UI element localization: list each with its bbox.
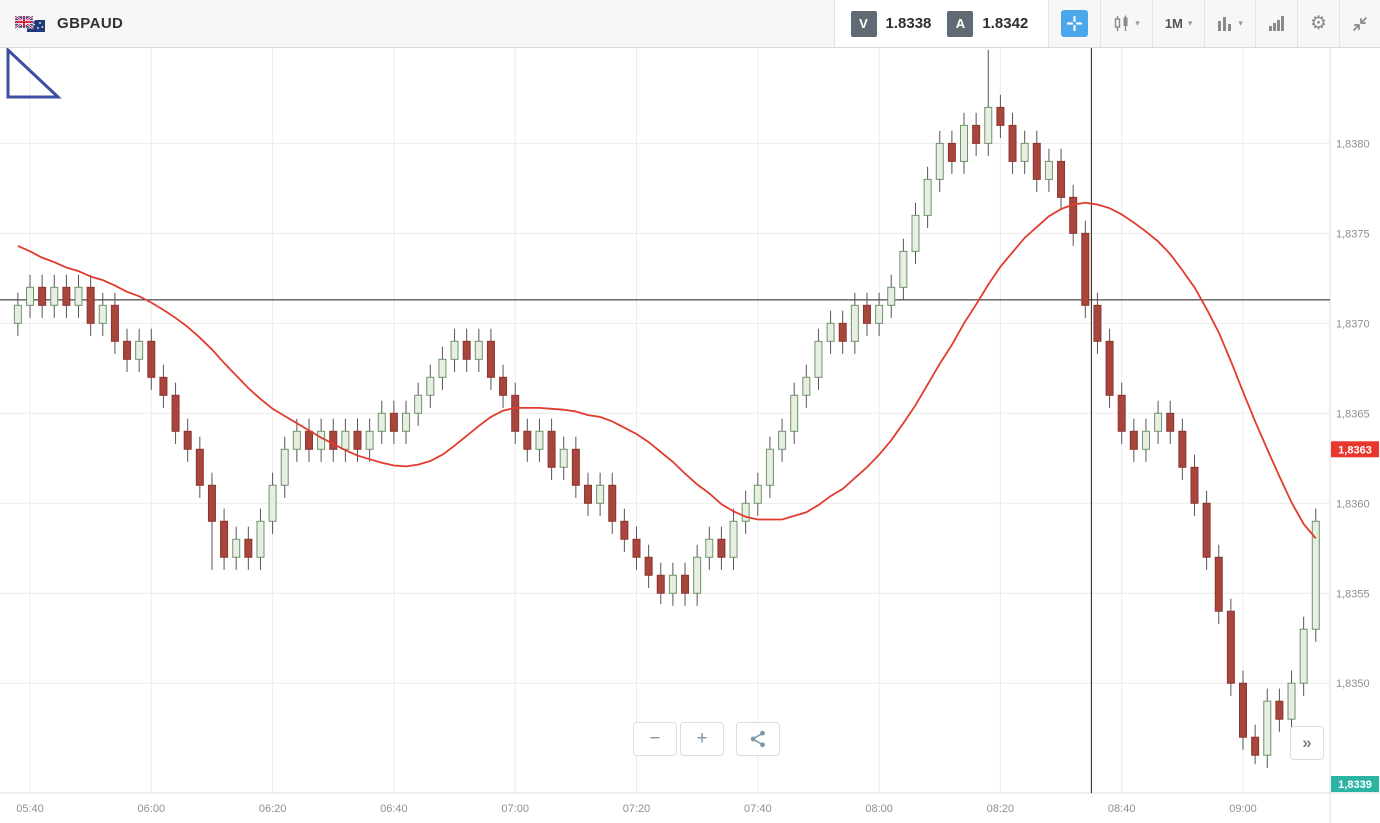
svg-text:1,8380: 1,8380	[1336, 138, 1370, 150]
svg-text:08:20: 08:20	[987, 803, 1015, 815]
buy-price: 1.8342	[982, 15, 1029, 32]
gbp-flag-icon	[14, 14, 34, 29]
buy-badge: A	[947, 10, 974, 37]
gear-icon: ⚙	[1309, 13, 1327, 34]
svg-text:1,8375: 1,8375	[1336, 228, 1370, 240]
svg-text:06:00: 06:00	[138, 803, 166, 815]
bar-stats-icon	[1268, 15, 1285, 32]
share-icon	[749, 730, 767, 748]
svg-text:07:40: 07:40	[744, 803, 772, 815]
toolbar-actions: V 1.8338 A 1.8342	[833, 0, 1380, 47]
chart-controls: − +	[633, 722, 780, 756]
settings-button[interactable]: ⚙	[1296, 0, 1339, 47]
svg-text:1,8363: 1,8363	[1338, 444, 1372, 456]
svg-text:1,8339: 1,8339	[1338, 779, 1372, 791]
svg-text:1,8365: 1,8365	[1336, 408, 1370, 420]
timeframe-label: 1M	[1164, 16, 1183, 31]
crosshair-button[interactable]	[1048, 0, 1100, 47]
symbol-title: GBPAUD	[57, 15, 124, 32]
svg-text:1,8350: 1,8350	[1336, 678, 1370, 690]
indicators-button[interactable]: ▾	[1204, 0, 1255, 47]
svg-text:1,8370: 1,8370	[1336, 318, 1370, 330]
zoom-out-button[interactable]: −	[633, 722, 677, 756]
svg-text:06:20: 06:20	[259, 803, 287, 815]
crosshair-icon	[1061, 10, 1089, 37]
svg-text:1,8355: 1,8355	[1336, 588, 1370, 600]
svg-text:05:40: 05:40	[16, 803, 44, 815]
toolbar: GBPAUD V 1.8338 A 1.8342	[0, 0, 1380, 48]
svg-text:08:00: 08:00	[865, 803, 893, 815]
svg-text:07:00: 07:00	[501, 803, 529, 815]
timeframe-button[interactable]: 1M ▾	[1151, 0, 1205, 47]
expand-panel-button[interactable]: »	[1290, 726, 1324, 760]
collapse-button[interactable]	[1339, 0, 1380, 47]
svg-text:06:40: 06:40	[380, 803, 408, 815]
zoom-group: − +	[633, 722, 724, 756]
stats-button[interactable]	[1254, 0, 1297, 47]
symbol-flag-icon	[14, 14, 46, 34]
chevron-down-icon: ▾	[1238, 18, 1243, 28]
chevron-down-icon: ▾	[1135, 18, 1140, 28]
share-button[interactable]	[736, 722, 780, 756]
svg-text:1,8360: 1,8360	[1336, 498, 1370, 510]
sell-badge: V	[850, 10, 877, 37]
symbol-section: GBPAUD	[0, 0, 123, 47]
svg-text:09:00: 09:00	[1229, 803, 1257, 815]
candlestick-chart[interactable]: 1,8380 1,8375 1,8370 1,8365 1,8360 1,8355 1,83…	[0, 48, 1380, 823]
chart-type-button[interactable]: ▾	[1100, 0, 1152, 47]
collapse-icon	[1352, 16, 1368, 32]
chart-area[interactable]: 1,8380 1,8375 1,8370 1,8365 1,8360 1,8355 1,83…	[0, 48, 1380, 823]
quote-panel: V 1.8338 A 1.8342	[833, 0, 1049, 47]
zoom-in-button[interactable]: +	[680, 722, 724, 756]
candlestick-chart-icon	[1113, 15, 1130, 32]
svg-text:08:40: 08:40	[1108, 803, 1136, 815]
sell-price: 1.8338	[885, 15, 932, 32]
svg-text:07:20: 07:20	[623, 803, 651, 815]
indicators-icon	[1217, 16, 1233, 32]
chevron-down-icon: ▾	[1187, 18, 1193, 28]
